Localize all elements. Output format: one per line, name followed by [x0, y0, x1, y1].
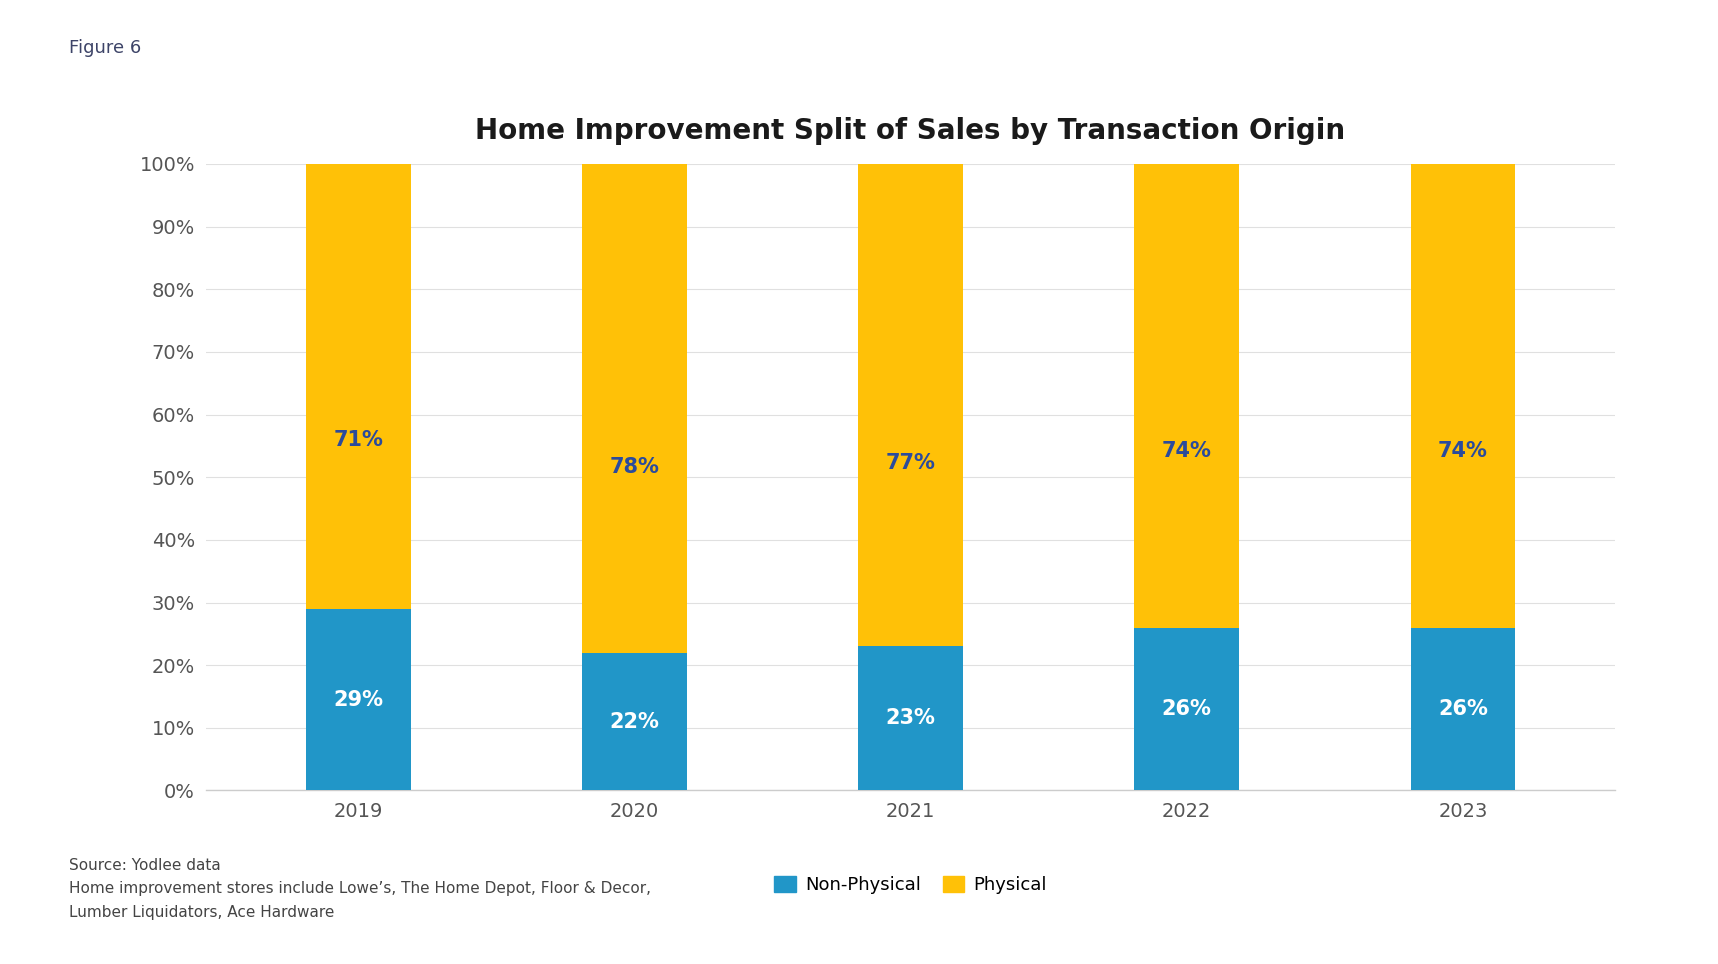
- Bar: [857, 646, 964, 790]
- Bar: [857, 164, 964, 646]
- Text: 71%: 71%: [333, 430, 383, 450]
- Text: Figure 6: Figure 6: [69, 39, 141, 57]
- Text: 78%: 78%: [610, 457, 660, 477]
- Bar: [1410, 164, 1515, 628]
- Bar: [1410, 628, 1515, 790]
- Text: 26%: 26%: [1438, 699, 1488, 719]
- Bar: [306, 164, 411, 609]
- Text: 74%: 74%: [1438, 442, 1488, 462]
- Bar: [582, 164, 687, 653]
- Text: 77%: 77%: [885, 453, 936, 473]
- Text: 23%: 23%: [885, 709, 936, 729]
- Bar: [582, 653, 687, 790]
- Text: Source: Yodlee data
Home improvement stores include Lowe’s, The Home Depot, Floo: Source: Yodlee data Home improvement sto…: [69, 858, 651, 920]
- Bar: [306, 609, 411, 790]
- Text: 22%: 22%: [610, 711, 660, 732]
- Text: 29%: 29%: [333, 689, 383, 710]
- Text: 26%: 26%: [1161, 699, 1211, 719]
- Text: 74%: 74%: [1161, 442, 1211, 462]
- Title: Home Improvement Split of Sales by Transaction Origin: Home Improvement Split of Sales by Trans…: [476, 117, 1345, 145]
- Bar: [1134, 628, 1239, 790]
- Bar: [1134, 164, 1239, 628]
- Legend: Non-Physical, Physical: Non-Physical, Physical: [768, 869, 1053, 901]
